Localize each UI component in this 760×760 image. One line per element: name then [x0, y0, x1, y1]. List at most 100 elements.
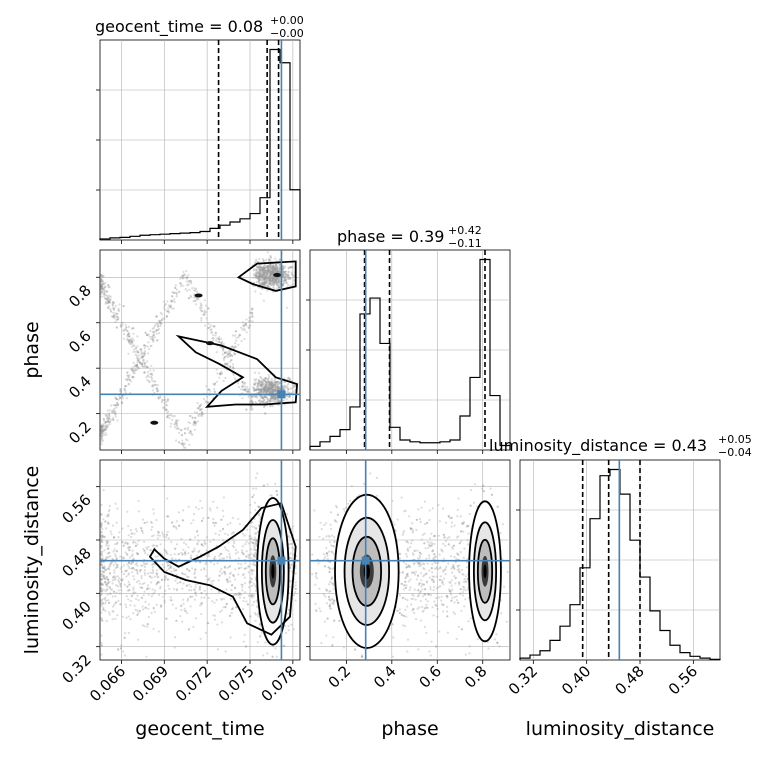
- sample-point: [100, 575, 103, 578]
- sample-point: [282, 272, 286, 275]
- sample-point: [100, 434, 103, 437]
- sample-point: [105, 426, 108, 429]
- sample-point: [263, 282, 266, 285]
- sample-point: [278, 382, 281, 385]
- sample-point: [276, 270, 279, 273]
- sample-point: [112, 409, 115, 412]
- sample-point: [152, 606, 155, 610]
- sample-point: [143, 569, 146, 572]
- sample-point: [272, 385, 275, 388]
- sample-point: [244, 323, 247, 326]
- sample-point: [175, 293, 178, 296]
- sample-point: [187, 552, 190, 555]
- sample-point: [148, 575, 151, 578]
- sample-point: [120, 401, 124, 404]
- sample-point: [276, 283, 279, 286]
- sample-point: [184, 427, 187, 430]
- sample-point: [201, 506, 204, 509]
- sample-point: [156, 534, 159, 537]
- sample-point: [231, 516, 234, 520]
- sample-point: [129, 339, 132, 342]
- sample-point: [260, 287, 263, 290]
- sample-point: [100, 284, 103, 287]
- sample-point: [131, 549, 134, 552]
- sample-point: [247, 554, 250, 557]
- sample-point: [102, 602, 105, 606]
- sample-point: [250, 521, 253, 525]
- sample-point: [228, 351, 231, 355]
- sample-point: [255, 273, 258, 276]
- sample-point: [132, 541, 135, 544]
- sample-point: [265, 381, 268, 384]
- sample-point: [158, 593, 161, 597]
- sample-point: [265, 275, 268, 278]
- sample-point: [259, 266, 262, 269]
- sample-point: [271, 385, 274, 388]
- sample-point: [137, 351, 140, 354]
- sample-point: [237, 517, 240, 520]
- sample-point: [271, 265, 274, 268]
- sample-point: [190, 432, 193, 435]
- sample-point: [274, 394, 277, 397]
- sample-point: [272, 268, 276, 271]
- sample-point: [226, 578, 229, 581]
- sample-point: [248, 554, 251, 557]
- sample-point: [266, 267, 269, 270]
- sample-point: [282, 399, 285, 402]
- sample-point: [100, 578, 103, 581]
- sample-point: [114, 617, 117, 620]
- sample-point: [163, 398, 166, 401]
- sample-point: [258, 399, 261, 402]
- sample-point: [262, 270, 265, 273]
- sample-point: [258, 282, 261, 285]
- sample-point: [164, 574, 167, 578]
- sample-point: [263, 273, 266, 276]
- sample-point: [269, 273, 272, 276]
- sample-point: [156, 575, 159, 578]
- sample-point: [205, 400, 208, 404]
- sample-point: [188, 288, 191, 291]
- sample-point: [216, 372, 219, 375]
- sample-point: [250, 577, 253, 581]
- sample-point: [149, 372, 152, 376]
- sample-point: [217, 579, 220, 582]
- sample-point: [266, 388, 269, 391]
- sample-point: [187, 505, 190, 508]
- sample-point: [262, 266, 265, 269]
- sample-point: [268, 279, 271, 282]
- sample-point: [127, 580, 130, 584]
- sample-point: [276, 397, 279, 401]
- sample-point: [183, 442, 186, 445]
- sample-point: [268, 271, 271, 274]
- sample-point: [186, 428, 189, 431]
- sample-point: [180, 275, 183, 278]
- sample-point: [263, 388, 266, 391]
- sample-point: [176, 427, 179, 430]
- sample-point: [257, 391, 260, 394]
- sample-point: [268, 275, 271, 278]
- sample-point: [255, 258, 258, 261]
- sample-point: [114, 404, 117, 407]
- sample-point: [242, 388, 245, 391]
- sample-point: [227, 549, 230, 552]
- sample-point: [103, 420, 106, 423]
- sample-point: [274, 270, 277, 273]
- panel-phase-vs-geocent_time: [99, 249, 301, 451]
- sample-point: [270, 271, 273, 274]
- sample-point: [290, 542, 293, 545]
- sample-point: [283, 275, 286, 279]
- sample-point: [169, 425, 172, 428]
- sample-point: [128, 335, 131, 338]
- sample-point: [257, 388, 260, 392]
- sample-point: [272, 276, 275, 279]
- sample-point: [110, 533, 113, 536]
- sample-point: [108, 508, 111, 511]
- sample-point: [101, 430, 104, 433]
- sample-point: [269, 398, 273, 401]
- sample-point: [290, 542, 293, 545]
- sample-point: [265, 276, 268, 279]
- sample-point: [271, 383, 274, 386]
- sample-point: [264, 390, 267, 393]
- sample-point: [175, 607, 178, 610]
- sample-point: [136, 361, 139, 364]
